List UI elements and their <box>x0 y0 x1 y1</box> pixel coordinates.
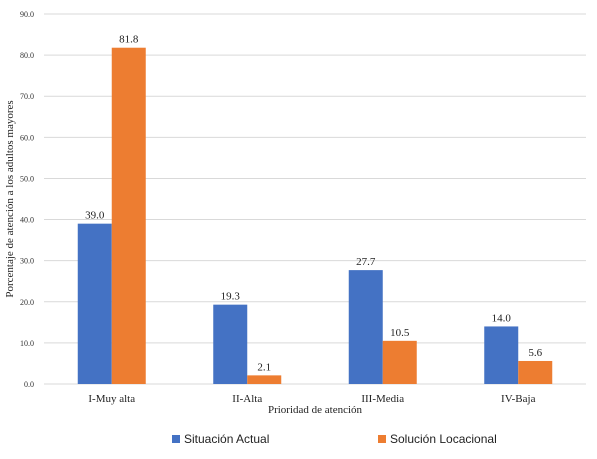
y-axis-ticks: 0.0 10.0 20.0 30.0 40.0 50.0 60.0 70.0 80.0 90.0 <box>20 10 34 389</box>
legend: Situación Actual Solución Locacional <box>172 432 497 446</box>
data-label: 27.7 <box>356 256 376 268</box>
x-axis-title: Prioridad de atención <box>268 404 363 416</box>
bar-solucion-locacional <box>247 375 282 384</box>
y-tick-label: 90.0 <box>20 10 34 19</box>
x-axis-ticks: I-Muy alta II-Alta III-Media IV-Baja <box>88 393 535 405</box>
x-tick-label: III-Media <box>361 393 404 405</box>
y-tick-label: 0.0 <box>24 380 34 389</box>
y-tick-label: 80.0 <box>20 51 34 60</box>
x-tick-label: I-Muy alta <box>88 393 135 405</box>
data-labels: 39.0 81.8 19.3 2.1 27.7 10.5 14.0 5.6 <box>85 34 543 374</box>
y-tick-label: 20.0 <box>20 298 34 307</box>
data-label: 19.3 <box>221 291 241 303</box>
y-axis-title: Porcentaje de atención a los adultos may… <box>4 100 16 297</box>
bar-solucion-locacional <box>518 360 553 384</box>
x-tick-label: IV-Baja <box>501 393 536 405</box>
y-tick-label: 50.0 <box>20 174 34 183</box>
bar-situacion-actual <box>213 304 248 384</box>
data-label: 81.8 <box>119 34 139 46</box>
legend-swatch <box>378 435 386 443</box>
data-label: 5.6 <box>528 347 542 359</box>
y-tick-label: 10.0 <box>20 339 34 348</box>
y-tick-label: 40.0 <box>20 216 34 225</box>
y-tick-label: 60.0 <box>20 133 34 142</box>
bar-situacion-actual <box>348 270 383 384</box>
bar-solucion-locacional <box>382 340 417 384</box>
bar-situacion-actual <box>484 326 519 384</box>
bar-solucion-locacional <box>111 47 146 384</box>
y-tick-label: 30.0 <box>20 257 34 266</box>
data-label: 10.5 <box>390 327 410 339</box>
x-tick-label: II-Alta <box>232 393 262 405</box>
bar-situacion-actual <box>77 223 112 384</box>
legend-swatch <box>172 435 180 443</box>
legend-label: Solución Locacional <box>390 432 497 446</box>
data-label: 14.0 <box>492 312 512 324</box>
data-label: 2.1 <box>257 361 271 373</box>
legend-label: Situación Actual <box>184 432 269 446</box>
y-tick-label: 70.0 <box>20 92 34 101</box>
bars <box>77 47 553 384</box>
data-label: 39.0 <box>85 210 105 222</box>
